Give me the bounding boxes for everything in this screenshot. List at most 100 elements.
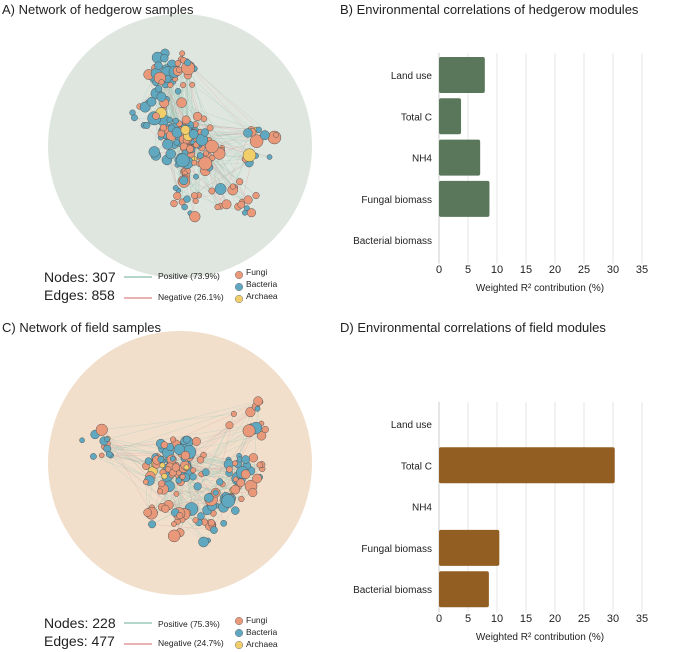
network-node — [229, 183, 236, 190]
network-node — [198, 536, 209, 548]
category-label: Bacterial biomass — [353, 585, 432, 596]
network-node — [266, 154, 273, 160]
network-edge — [145, 481, 148, 513]
network-node — [181, 115, 191, 125]
network-node — [206, 124, 214, 132]
network-node — [246, 208, 256, 218]
network-node — [173, 139, 181, 146]
network-node — [183, 464, 190, 471]
network-node — [179, 50, 186, 57]
network-node — [131, 114, 138, 122]
x-axis-label: Weighted R² contribution (%) — [476, 283, 604, 294]
archaea-legend: Archaea — [246, 291, 278, 301]
network-edge — [191, 67, 265, 136]
network-node — [236, 478, 246, 488]
network-edge — [183, 428, 252, 469]
network-edge — [104, 443, 161, 447]
network-node — [170, 436, 177, 443]
network-node — [159, 124, 167, 132]
network-edge — [188, 65, 257, 142]
network-node — [205, 139, 219, 154]
network-edge — [239, 181, 246, 213]
x-tick-label: 20 — [549, 264, 561, 276]
network-node — [256, 431, 267, 441]
network-node — [200, 115, 208, 122]
network-edge — [176, 486, 239, 495]
network-node — [167, 81, 174, 89]
bacteria-legend-dot — [234, 628, 244, 638]
network-edge — [180, 477, 231, 497]
network-node — [256, 461, 264, 469]
network-edge — [164, 401, 261, 446]
network-node — [148, 146, 160, 158]
network-node — [180, 125, 191, 135]
network-node — [90, 453, 97, 460]
network-node — [175, 153, 190, 168]
network-node — [193, 482, 202, 491]
network-node — [173, 491, 180, 497]
x-tick-label: 35 — [636, 613, 648, 625]
network-node — [176, 97, 187, 108]
network-node — [95, 423, 108, 436]
network-node — [160, 53, 169, 63]
network-node — [238, 495, 245, 503]
x-tick-label: 25 — [578, 264, 590, 276]
category-label: Fungal biomass — [361, 195, 432, 206]
x-axis-label: Weighted R² contribution (%) — [476, 632, 604, 643]
network-node — [203, 150, 209, 157]
network-edge — [174, 71, 263, 137]
network-node — [226, 466, 233, 473]
network-node — [253, 396, 263, 406]
category-label: NH4 — [412, 503, 432, 514]
bar-land-use — [439, 57, 485, 93]
bar-nh4 — [439, 139, 481, 176]
network-node — [254, 405, 261, 412]
network-node — [237, 200, 246, 209]
network-node — [146, 96, 157, 107]
x-tick-label: 35 — [636, 264, 648, 276]
network-node — [216, 478, 224, 486]
network-node — [172, 185, 179, 191]
network-node — [232, 460, 238, 467]
network-node — [230, 410, 237, 417]
category-label: Fungal biomass — [361, 544, 432, 555]
network-node — [255, 126, 262, 133]
fungi-legend: Fungi — [246, 267, 268, 277]
network-node — [158, 79, 165, 86]
network-edge — [101, 413, 234, 431]
network-node — [152, 112, 160, 120]
network-edge — [185, 162, 250, 167]
network-node — [161, 504, 170, 513]
network-edge — [165, 83, 177, 121]
network-node — [176, 512, 184, 520]
network-node — [171, 521, 177, 527]
category-label: NH4 — [412, 154, 432, 165]
network-edge — [109, 454, 152, 481]
network-node — [165, 466, 172, 473]
network-node — [159, 462, 166, 469]
network-node — [252, 473, 262, 484]
nodes-count: Nodes: 228 — [44, 615, 116, 631]
network-node — [242, 424, 256, 438]
network-node — [189, 81, 196, 88]
network-edge — [193, 470, 243, 473]
network-node — [165, 148, 176, 160]
network-node — [208, 187, 216, 195]
x-tick-label: 15 — [520, 613, 532, 625]
network-node — [242, 148, 257, 162]
x-tick-label: 5 — [465, 264, 471, 276]
network-node — [143, 508, 152, 517]
network-node — [79, 437, 85, 444]
network-node — [192, 437, 201, 446]
network-node — [202, 468, 210, 477]
category-label: Total C — [401, 112, 432, 123]
network-edge — [101, 455, 210, 506]
network-edge — [195, 430, 250, 521]
archaea-legend-dot — [234, 640, 244, 650]
network-node — [196, 456, 205, 464]
x-tick-label: 15 — [520, 264, 532, 276]
network-node — [175, 477, 182, 484]
network-node — [190, 467, 197, 474]
network-node — [221, 199, 232, 210]
